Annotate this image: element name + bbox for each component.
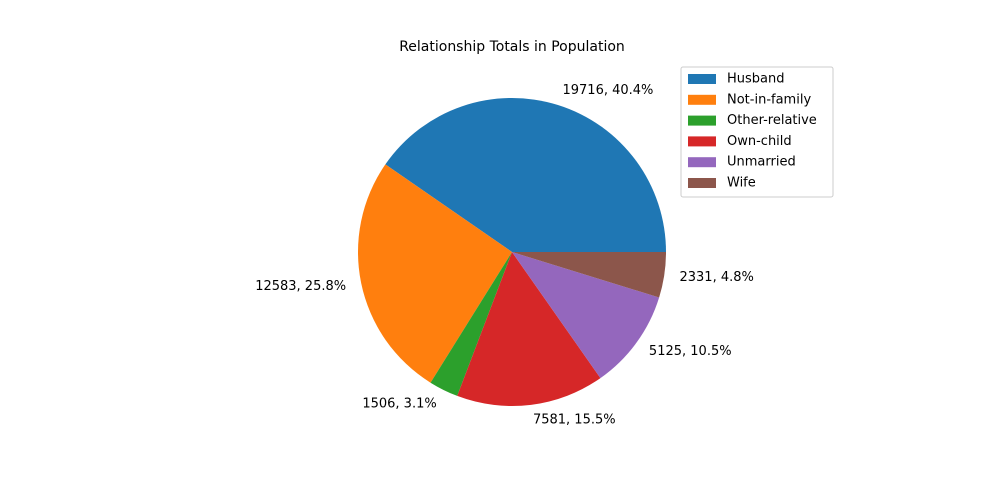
chart-title: Relationship Totals in Population xyxy=(399,39,625,55)
legend-label-own-child: Own-child xyxy=(727,134,792,149)
legend-swatch-wife xyxy=(688,178,716,188)
pie-slice-wife xyxy=(512,252,666,298)
pie-slice-not-in-family xyxy=(358,164,512,383)
pie-slice-own-child xyxy=(457,252,601,406)
legend-label-not-in-family: Not-in-family xyxy=(727,92,811,107)
slice-label-unmarried: 5125, 10.5% xyxy=(649,344,732,359)
legend-swatch-own-child xyxy=(688,136,716,147)
legend-frame xyxy=(680,66,834,198)
slice-label-husband: 19716, 40.4% xyxy=(562,83,653,98)
legend-swatch-unmarried xyxy=(688,157,716,168)
legend: Husband Not-in-family Other-relative Own… xyxy=(680,66,834,198)
slice-label-not-in-family: 12583, 25.8% xyxy=(255,279,346,294)
pie-slice-other-relative xyxy=(430,252,512,396)
slice-label-other-relative: 1506, 3.1% xyxy=(362,396,436,411)
legend-label-wife: Wife xyxy=(727,176,756,191)
pie-slice-husband xyxy=(385,98,666,252)
slice-label-wife: 2331, 4.8% xyxy=(679,270,753,285)
legend-items: Husband Not-in-family Other-relative Own… xyxy=(688,72,817,191)
slice-label-own-child: 7581, 15.5% xyxy=(533,413,616,428)
legend-swatch-husband xyxy=(688,74,716,84)
legend-label-other-relative: Other-relative xyxy=(727,113,817,128)
legend-swatch-other-relative xyxy=(688,115,716,126)
legend-label-unmarried: Unmarried xyxy=(727,155,796,170)
legend-swatch-not-in-family xyxy=(688,94,716,105)
pie-slice-labels: 19716, 40.4% 12583, 25.8% 1506, 3.1% 7581, … xyxy=(255,83,754,428)
pie-slice-unmarried xyxy=(512,252,660,379)
legend-label-husband: Husband xyxy=(727,72,785,87)
pie-slices xyxy=(358,98,666,406)
